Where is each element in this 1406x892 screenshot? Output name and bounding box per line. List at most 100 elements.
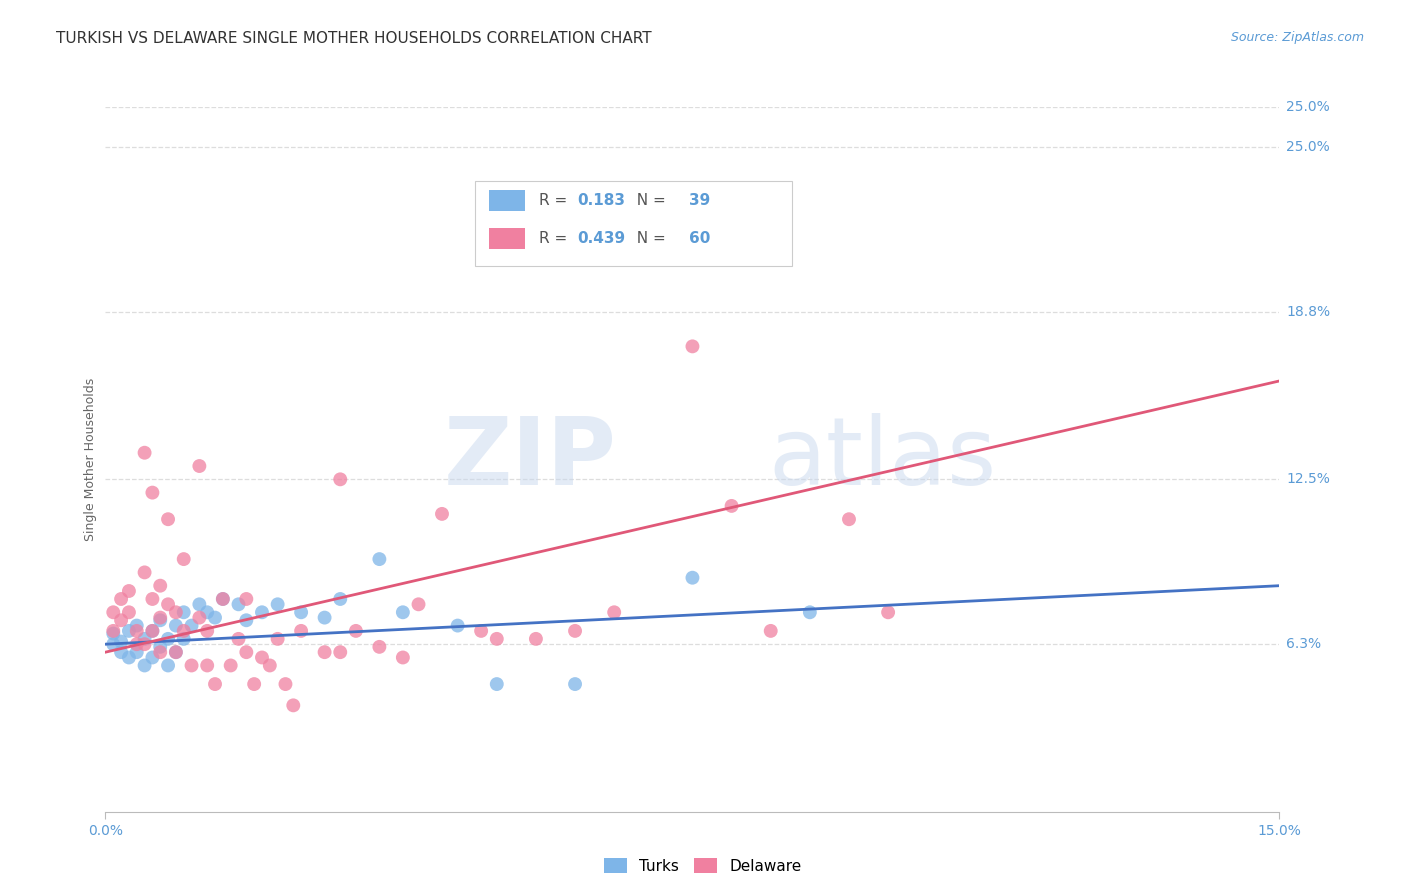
Point xyxy=(720,499,742,513)
Point xyxy=(392,605,415,619)
Point xyxy=(118,624,141,638)
Point xyxy=(524,632,547,646)
Bar xyxy=(489,190,524,211)
Text: 39: 39 xyxy=(689,194,710,208)
Point xyxy=(329,592,352,607)
Point xyxy=(368,640,391,654)
Point xyxy=(134,566,156,580)
Point xyxy=(141,624,163,638)
Point xyxy=(118,584,141,599)
Point xyxy=(134,632,156,646)
Point xyxy=(125,637,148,651)
Text: ZIP: ZIP xyxy=(443,413,616,506)
Point xyxy=(235,592,257,607)
Text: 12.5%: 12.5% xyxy=(1286,473,1330,486)
Point xyxy=(141,650,163,665)
Point xyxy=(408,597,430,611)
Point xyxy=(235,613,257,627)
Point xyxy=(134,446,156,460)
Point xyxy=(799,605,821,619)
Text: N =: N = xyxy=(627,231,671,246)
Point xyxy=(195,624,218,638)
Point xyxy=(329,472,352,486)
Point xyxy=(195,605,218,619)
Text: N =: N = xyxy=(627,194,671,208)
Point xyxy=(564,624,586,638)
Point xyxy=(204,677,226,691)
Point xyxy=(259,658,281,673)
Text: R =: R = xyxy=(538,194,572,208)
Point xyxy=(290,605,312,619)
Point xyxy=(141,592,163,607)
Point xyxy=(110,613,132,627)
Point xyxy=(173,624,195,638)
Point xyxy=(290,624,312,638)
Point xyxy=(759,624,782,638)
Point xyxy=(103,605,125,619)
Point xyxy=(110,592,132,607)
Point xyxy=(141,624,163,638)
Point xyxy=(118,650,141,665)
Point xyxy=(125,645,148,659)
Y-axis label: Single Mother Households: Single Mother Households xyxy=(84,377,97,541)
Point xyxy=(173,632,195,646)
Point xyxy=(219,658,242,673)
Point xyxy=(877,605,900,619)
Point xyxy=(103,624,125,638)
Point xyxy=(188,597,211,611)
Point xyxy=(643,225,665,239)
Point xyxy=(173,605,195,619)
Point xyxy=(165,618,187,632)
Point xyxy=(250,650,273,665)
Text: 25.0%: 25.0% xyxy=(1286,140,1330,154)
Point xyxy=(149,613,172,627)
Point xyxy=(110,645,132,659)
Point xyxy=(149,640,172,654)
Point xyxy=(283,698,305,713)
Point xyxy=(125,618,148,632)
Point xyxy=(681,571,703,585)
Point xyxy=(125,624,148,638)
Point xyxy=(149,610,172,624)
Point xyxy=(446,618,468,632)
Text: Source: ZipAtlas.com: Source: ZipAtlas.com xyxy=(1230,31,1364,45)
Point xyxy=(485,632,508,646)
Point xyxy=(250,605,273,619)
Point xyxy=(188,458,211,473)
Point xyxy=(314,610,336,624)
Text: 0.439: 0.439 xyxy=(578,231,626,246)
Point xyxy=(314,645,336,659)
Point xyxy=(243,677,266,691)
Point xyxy=(235,645,257,659)
Point xyxy=(103,637,125,651)
Point xyxy=(430,507,453,521)
Point xyxy=(838,512,860,526)
Point xyxy=(157,632,180,646)
Text: 25.0%: 25.0% xyxy=(1286,100,1330,114)
Text: 0.183: 0.183 xyxy=(578,194,626,208)
Point xyxy=(266,632,288,646)
Text: 18.8%: 18.8% xyxy=(1286,305,1330,318)
Point xyxy=(157,512,180,526)
Point xyxy=(165,645,187,659)
Text: 60: 60 xyxy=(689,231,710,246)
Point xyxy=(149,645,172,659)
Point xyxy=(564,677,586,691)
Text: TURKISH VS DELAWARE SINGLE MOTHER HOUSEHOLDS CORRELATION CHART: TURKISH VS DELAWARE SINGLE MOTHER HOUSEH… xyxy=(56,31,652,46)
Point xyxy=(157,597,180,611)
Point xyxy=(266,597,288,611)
Point xyxy=(149,579,172,593)
Point xyxy=(141,485,163,500)
Point xyxy=(204,610,226,624)
Point xyxy=(211,592,233,607)
Point xyxy=(470,624,492,638)
Point xyxy=(228,597,250,611)
Text: 6.3%: 6.3% xyxy=(1286,637,1322,651)
Point xyxy=(110,634,132,648)
Point xyxy=(173,552,195,566)
Bar xyxy=(489,228,524,250)
Point xyxy=(134,637,156,651)
Text: atlas: atlas xyxy=(769,413,997,506)
Point xyxy=(211,592,233,607)
Point xyxy=(188,610,211,624)
